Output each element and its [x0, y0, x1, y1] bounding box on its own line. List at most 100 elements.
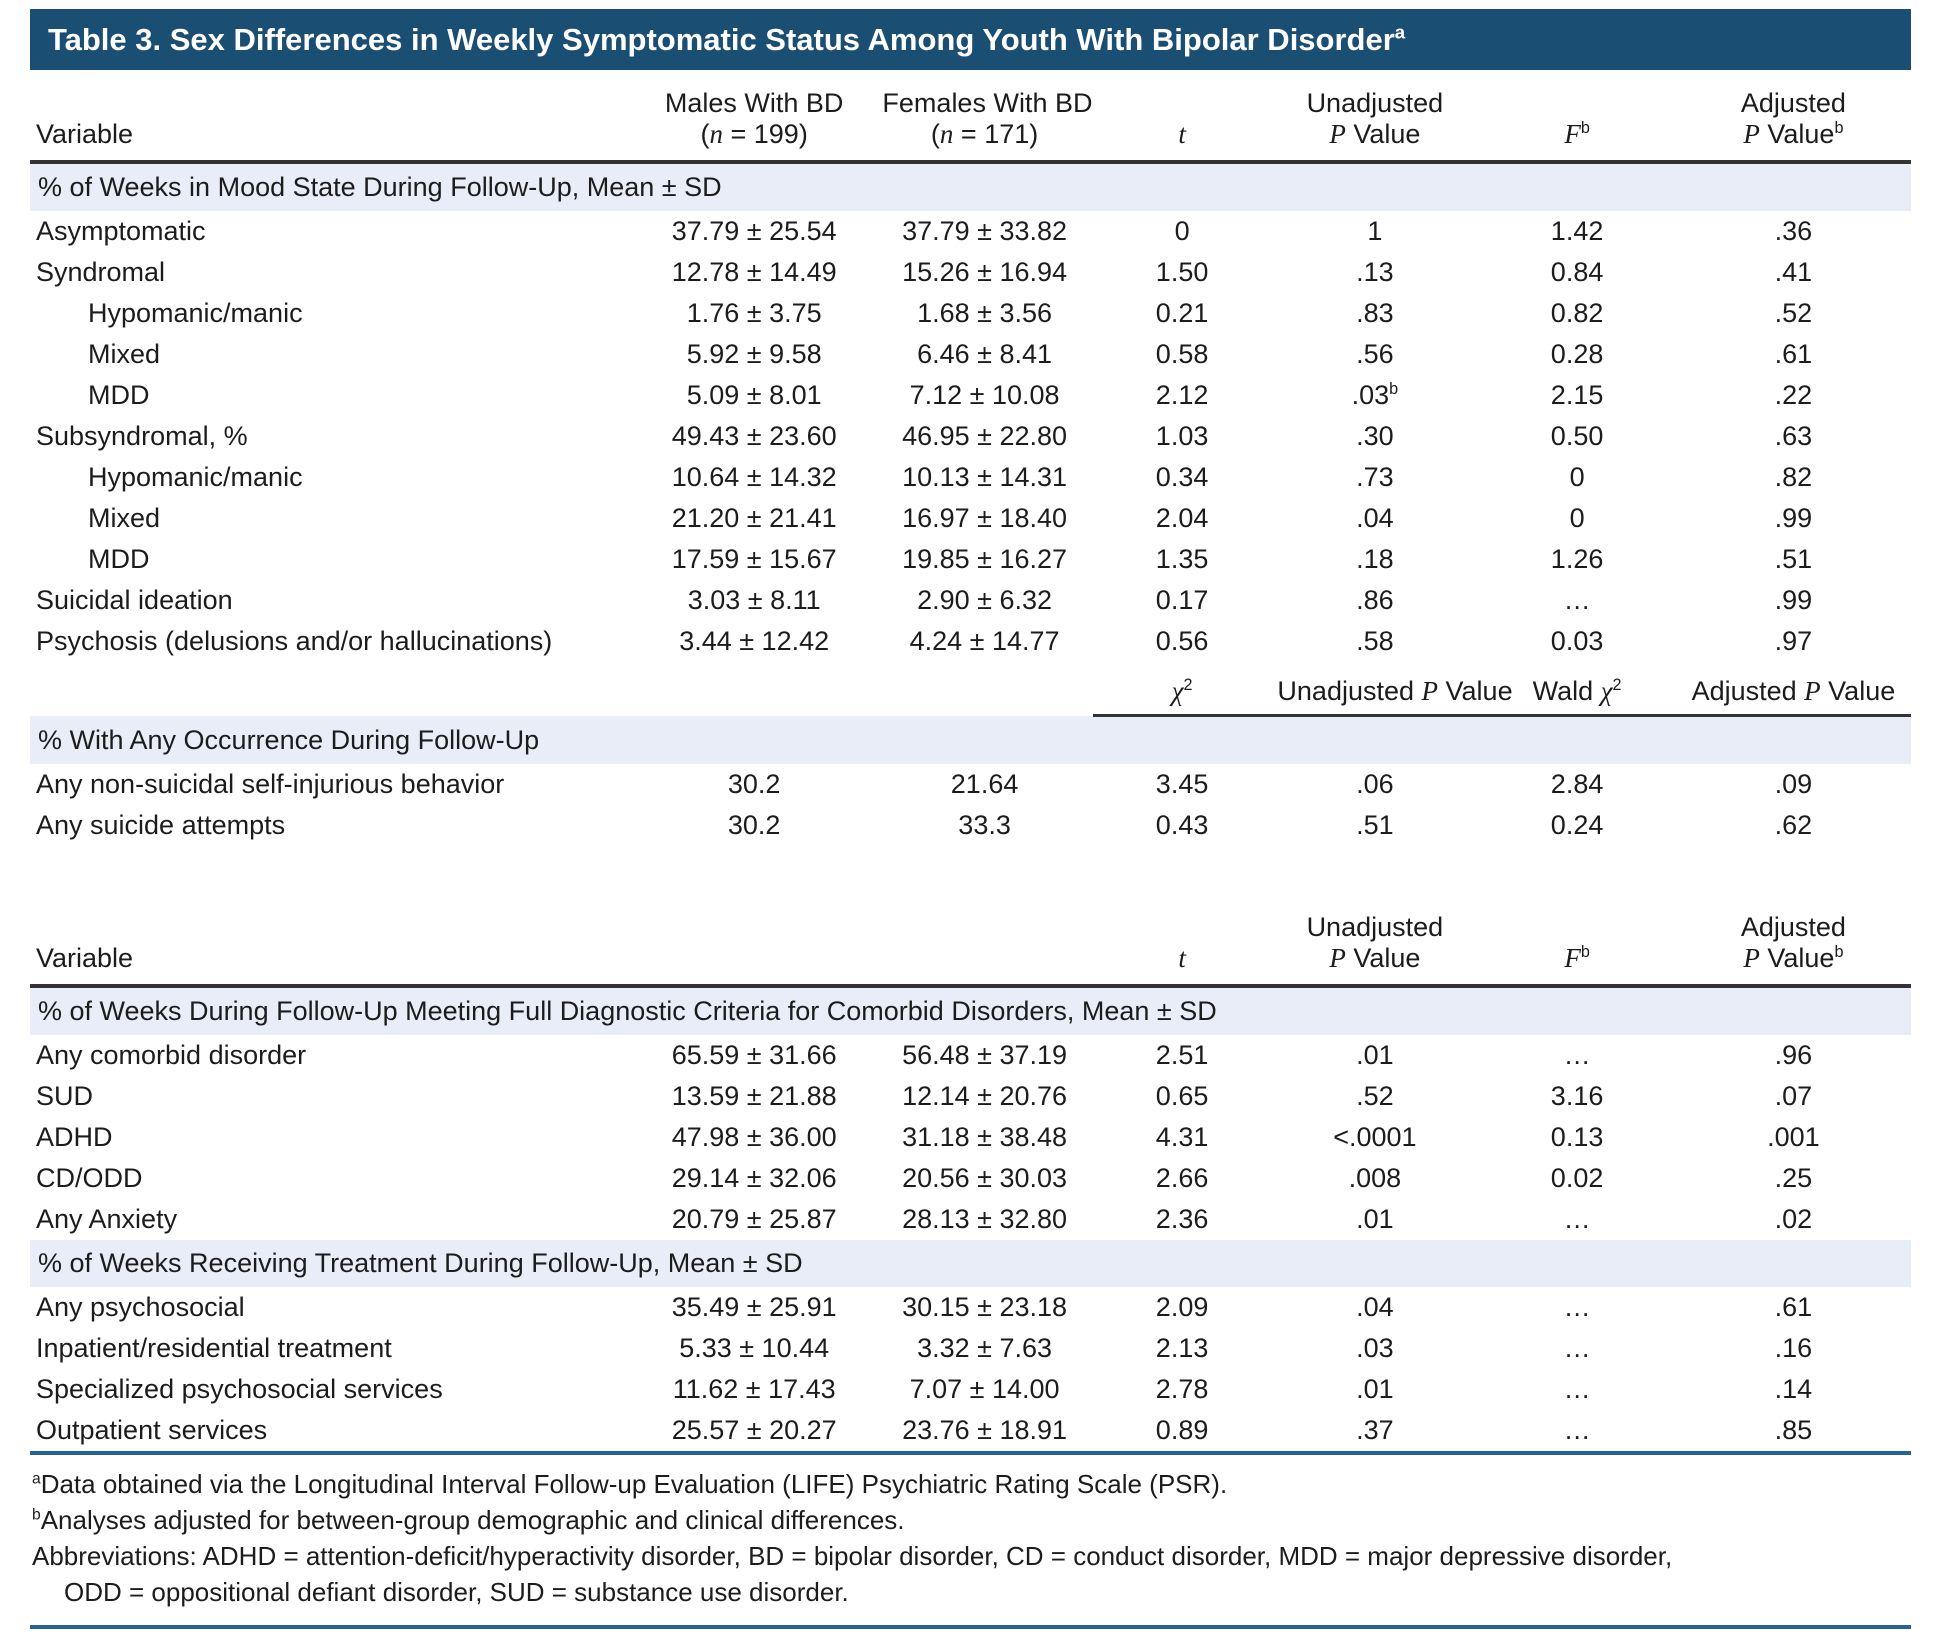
value-cell: .99 [1774, 585, 1813, 616]
value-cell: .99 [1774, 503, 1813, 534]
value-cell: 35.49 ± 25.91 [671, 1292, 837, 1323]
value-cell: .96 [1774, 1040, 1813, 1071]
value-cell: 49.43 ± 23.60 [671, 421, 837, 452]
footnote-line: aData obtained via the Longitudinal Inte… [32, 1469, 1228, 1500]
value-cell: .52 [1774, 298, 1813, 329]
value-cell: 37.79 ± 33.82 [902, 216, 1068, 247]
value-cell: 20.79 ± 25.87 [671, 1204, 837, 1235]
column-header: Variable [36, 943, 134, 974]
value-cell: 0.24 [1550, 810, 1604, 841]
value-cell: 0.13 [1550, 1122, 1604, 1153]
value-cell: 0.56 [1155, 626, 1209, 657]
value-cell: .01 [1356, 1374, 1394, 1405]
value-cell: 11.62 ± 17.43 [672, 1374, 836, 1405]
value-cell: 3.45 [1155, 769, 1209, 800]
value-cell: 2.84 [1550, 769, 1604, 800]
value-cell: 0 [1174, 216, 1190, 247]
column-header [632, 662, 877, 716]
value-cell: 10.13 ± 14.31 [902, 462, 1068, 493]
value-cell: .37 [1356, 1415, 1394, 1446]
value-cell: 3.03 ± 8.11 [687, 585, 821, 616]
row-label: Any Anxiety [36, 1204, 178, 1235]
row-label: Outpatient services [36, 1415, 268, 1446]
value-cell: 28.13 ± 32.80 [902, 1204, 1068, 1235]
value-cell: 3.16 [1550, 1081, 1604, 1112]
column-header [30, 662, 632, 716]
value-cell: 2.36 [1155, 1204, 1209, 1235]
value-cell: .61 [1774, 1292, 1813, 1323]
column-header-row: Variable Males With BD (n = 199) Females Wi… [30, 70, 1911, 163]
table-row: Any suicide attempts 30.2 33.3 0.43 .51 0.24.… [30, 805, 1911, 846]
value-cell: 1.42 [1550, 216, 1604, 247]
value-cell: 0.89 [1155, 1415, 1209, 1446]
spacer [30, 846, 1911, 894]
column-header: Unadjusted P Value [1306, 912, 1444, 974]
value-cell: 7.07 ± 14.00 [909, 1374, 1060, 1405]
row-label: Mixed [88, 503, 161, 534]
value-cell: 30.2 [727, 769, 781, 800]
value-cell: .86 [1356, 585, 1394, 616]
value-cell: .25 [1774, 1163, 1813, 1194]
value-cell: 13.59 ± 21.88 [671, 1081, 837, 1112]
value-cell: 3.32 ± 7.63 [917, 1333, 1053, 1364]
row-label: Inpatient/residential treatment [36, 1333, 392, 1364]
section-header: % of Weeks Receiving Treatment During Fo… [30, 1240, 1911, 1288]
value-cell: 21.20 ± 21.41 [671, 503, 837, 534]
value-cell: 16.97 ± 18.40 [902, 503, 1068, 534]
row-label: Hypomanic/manic [88, 462, 303, 493]
value-cell: 1.35 [1155, 544, 1209, 575]
value-cell: .03b [1351, 380, 1399, 411]
value-cell: .56 [1356, 339, 1394, 370]
value-cell: .41 [1774, 257, 1813, 288]
value-cell: 5.33 ± 10.44 [679, 1333, 830, 1364]
value-cell: 1.68 ± 3.56 [917, 298, 1053, 329]
value-cell: 25.57 ± 20.27 [671, 1415, 837, 1446]
value-cell: .51 [1774, 544, 1813, 575]
value-cell: .07 [1774, 1081, 1813, 1112]
value-cell: .01 [1356, 1040, 1394, 1071]
column-header [876, 894, 1092, 986]
value-cell: .16 [1774, 1333, 1813, 1364]
column-header-row: Variable t Unadjusted P Value Fb Adjusted P Va… [30, 894, 1911, 987]
column-header: Unadjusted P Value [1306, 88, 1444, 150]
value-cell: .001 [1767, 1122, 1820, 1153]
column-header [876, 662, 1092, 716]
column-header: Variable [36, 119, 134, 150]
value-cell: 5.92 ± 9.58 [686, 339, 822, 370]
value-cell: 65.59 ± 31.66 [671, 1040, 837, 1071]
value-cell: 2.78 [1155, 1374, 1209, 1405]
value-cell: 1 [1367, 216, 1383, 247]
value-cell: 0 [1569, 503, 1585, 534]
value-cell: .58 [1356, 626, 1394, 657]
column-header: Adjusted P Valueb [1740, 912, 1846, 974]
value-cell: … [1563, 1415, 1591, 1446]
value-cell: .04 [1356, 503, 1394, 534]
value-cell: 2.12 [1155, 380, 1209, 411]
value-cell: .52 [1356, 1081, 1394, 1112]
table-row: Suicidal ideation 3.03 ± 8.11 2.90 ± 6.32 0… [30, 580, 1911, 621]
table-row: Any psychosocial 35.49 ± 25.91 30.15 ± 23.… [30, 1287, 1911, 1328]
column-header [632, 894, 877, 986]
column-header: Fb [1564, 943, 1590, 974]
row-label: Suicidal ideation [36, 585, 233, 616]
value-cell: … [1563, 1292, 1591, 1323]
value-cell: 6.46 ± 8.41 [917, 339, 1053, 370]
value-cell: 17.59 ± 15.67 [671, 544, 837, 575]
value-cell: .85 [1774, 1415, 1813, 1446]
table-row: Psychosis (delusions and/or hallucinatio… [30, 621, 1911, 662]
value-cell: 2.09 [1155, 1292, 1209, 1323]
value-cell: 0.21 [1155, 298, 1209, 329]
table-row: Inpatient/residential treatment 5.33 ± 10… [30, 1328, 1911, 1369]
value-cell: .82 [1774, 462, 1813, 493]
value-cell: 0.34 [1155, 462, 1209, 493]
spacer-row [30, 846, 1911, 894]
column-header: Adjusted P Value [1675, 662, 1911, 718]
row-label: Any non-suicidal self-injurious behavior [36, 769, 505, 800]
row-label: SUD [36, 1081, 94, 1112]
column-header: Males With BD (n = 199) [664, 88, 844, 150]
value-cell: 10.64 ± 14.32 [671, 462, 837, 493]
table-title: Table 3. Sex Differences in Weekly Sympt… [48, 21, 1406, 57]
value-cell: .04 [1356, 1292, 1394, 1323]
value-cell: 0.58 [1155, 339, 1209, 370]
